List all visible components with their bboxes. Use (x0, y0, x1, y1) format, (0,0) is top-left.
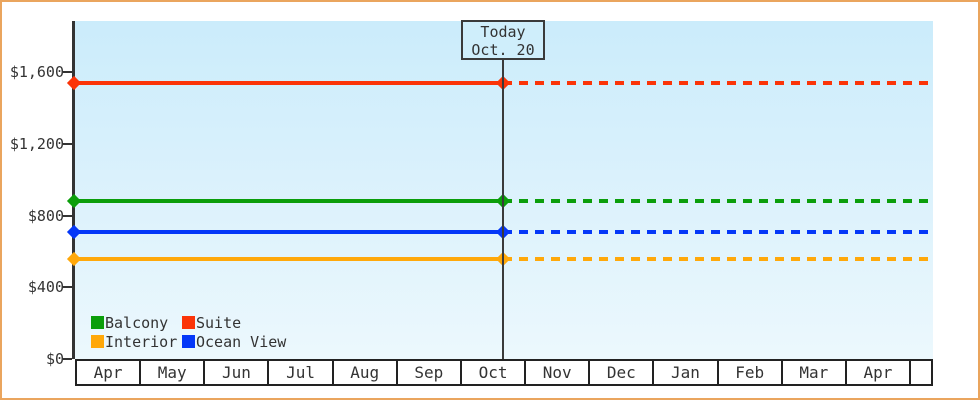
legend-item-balcony: Balcony (91, 314, 182, 332)
y-axis-tick-mark (63, 214, 72, 217)
series-line-dashed-interior (503, 257, 933, 262)
series-line-solid-interior (75, 257, 503, 262)
y-axis-tick-label: $800 (27, 206, 64, 225)
month-cell-apr: Apr (77, 361, 142, 384)
month-cell-jul: Jul (269, 361, 334, 384)
legend-swatch-icon (91, 335, 104, 348)
month-cell-apr: Apr (847, 361, 912, 384)
month-cell-mar: Mar (783, 361, 847, 384)
legend-item-ocean-view: Ocean View (182, 333, 286, 351)
y-axis-tick-label: $0 (45, 350, 64, 368)
month-cell-may: May (141, 361, 206, 384)
today-marker-line (502, 60, 504, 359)
month-cell-partial (911, 361, 931, 384)
x-axis-month-band: Apr May Jun Jul Aug Sep Oct Nov Dec Jan Feb Mar Apr (75, 359, 933, 386)
y-axis-tick-label: $1,200 (9, 134, 64, 153)
y-axis-tick-label: $400 (27, 278, 64, 297)
plot-area (75, 21, 933, 359)
month-cell-oct: Oct (462, 361, 527, 384)
month-cell-feb: Feb (719, 361, 783, 384)
legend-label: Interior (105, 332, 178, 351)
today-label-box: Today Oct. 20 (461, 20, 545, 60)
legend-item-interior: Interior (91, 333, 182, 351)
month-cell-nov: Nov (526, 361, 591, 384)
series-line-dashed-suite (503, 80, 933, 85)
y-axis-tick-mark (63, 142, 72, 145)
month-cell-aug: Aug (334, 361, 398, 384)
legend-label: Suite (196, 313, 242, 332)
y-axis (72, 21, 75, 359)
y-axis-tick-mark (63, 358, 72, 360)
month-cell-dec: Dec (590, 361, 655, 384)
legend-swatch-icon (182, 316, 195, 329)
series-line-dashed-balcony (503, 199, 933, 204)
y-axis-tick-label: $1,600 (9, 63, 64, 81)
series-line-solid-balcony (75, 199, 503, 204)
today-label-line2: Oct. 20 (471, 41, 535, 59)
y-axis-tick-mark (63, 71, 72, 73)
y-axis-tick-mark (63, 286, 72, 289)
month-cell-jan: Jan (654, 361, 719, 384)
legend-swatch-icon (182, 335, 195, 348)
series-line-dashed-ocean-view (503, 229, 933, 234)
legend-item-suite: Suite (182, 314, 286, 332)
series-line-solid-suite (75, 80, 503, 85)
legend-swatch-icon (91, 316, 104, 329)
month-cell-sep: Sep (398, 361, 462, 384)
legend-label: Ocean View (196, 332, 287, 351)
series-line-solid-ocean-view (75, 229, 503, 234)
legend: Balcony Suite Interior Ocean View (91, 313, 286, 351)
month-cell-jun: Jun (205, 361, 270, 384)
today-label-line1: Today (480, 23, 526, 41)
legend-label: Balcony (105, 313, 169, 332)
